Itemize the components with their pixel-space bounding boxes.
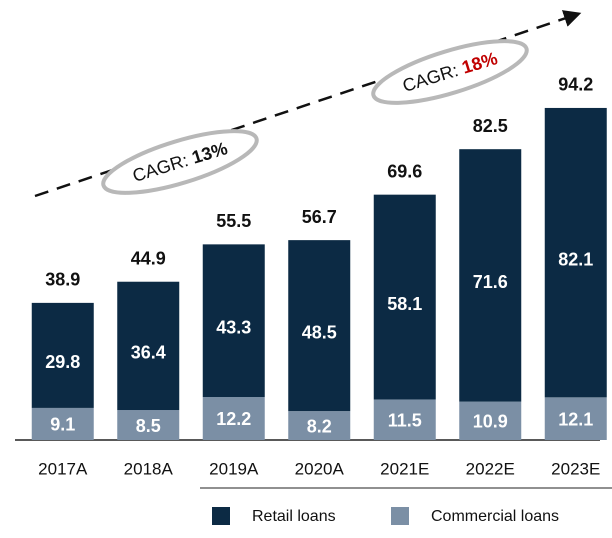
x-tick-label: 2019A bbox=[209, 459, 259, 478]
bar-segment bbox=[31, 407, 94, 440]
segment-label: 48.5 bbox=[302, 322, 337, 342]
segment-label: 71.6 bbox=[473, 272, 508, 292]
segment-label: 8.5 bbox=[136, 416, 161, 436]
callout-ellipse bbox=[371, 39, 529, 105]
cagr-callout: CAGR: 18% bbox=[371, 39, 529, 105]
total-label: 82.5 bbox=[473, 116, 508, 136]
callout-ellipse bbox=[101, 129, 259, 195]
bar-segment bbox=[117, 281, 180, 411]
segment-label: 58.1 bbox=[387, 294, 422, 314]
total-label: 69.6 bbox=[387, 161, 422, 181]
x-tick-label: 2018A bbox=[124, 459, 174, 478]
segment-label: 10.9 bbox=[473, 412, 508, 432]
bar-segment bbox=[544, 397, 607, 440]
bar-segment bbox=[202, 244, 265, 397]
total-label: 55.5 bbox=[216, 211, 251, 231]
segment-label: 82.1 bbox=[558, 249, 593, 269]
total-label: 44.9 bbox=[131, 248, 166, 268]
segment-label: 12.2 bbox=[216, 409, 251, 429]
bar-segment bbox=[373, 399, 436, 440]
legend-label: Retail loans bbox=[252, 508, 336, 525]
segment-label: 11.5 bbox=[388, 410, 422, 430]
x-tick-label: 2023E bbox=[551, 459, 600, 478]
bar-segment bbox=[459, 149, 522, 402]
segment-label: 36.4 bbox=[131, 343, 166, 363]
bar-segment bbox=[202, 396, 265, 440]
bar-segment bbox=[288, 411, 351, 440]
total-label: 56.7 bbox=[302, 207, 337, 227]
bar-segment bbox=[117, 410, 180, 440]
x-tick-label: 2021E bbox=[380, 459, 429, 478]
segment-label: 43.3 bbox=[216, 317, 251, 337]
segment-label: 8.2 bbox=[307, 416, 332, 436]
bar-segment bbox=[459, 401, 522, 440]
x-tick-label: 2017A bbox=[38, 459, 88, 478]
bar-segment bbox=[373, 194, 436, 400]
total-label: 94.2 bbox=[558, 75, 593, 95]
x-tick-label: 2020A bbox=[295, 459, 345, 478]
segment-label: 29.8 bbox=[45, 352, 80, 372]
bar-segment bbox=[288, 240, 351, 412]
total-label: 38.9 bbox=[45, 270, 80, 290]
cagr-callout: CAGR: 13% bbox=[101, 129, 259, 195]
x-tick-label: 2022E bbox=[466, 459, 515, 478]
segment-label: 12.1 bbox=[558, 409, 593, 429]
segment-label: 9.1 bbox=[50, 415, 75, 435]
bar-segment bbox=[31, 302, 94, 408]
legend-label: Commercial loans bbox=[431, 508, 559, 525]
legend-swatch bbox=[212, 507, 230, 525]
legend-swatch bbox=[391, 507, 409, 525]
bar-segment bbox=[544, 107, 607, 398]
